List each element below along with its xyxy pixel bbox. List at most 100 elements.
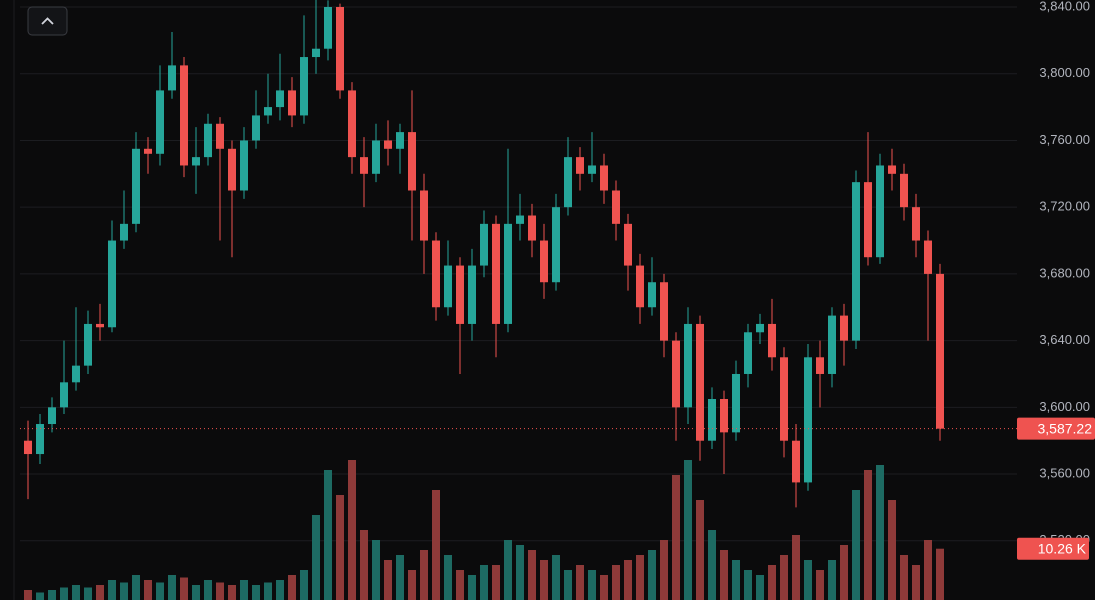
candle-body xyxy=(168,65,176,91)
volume-bar xyxy=(864,470,872,600)
candle-body xyxy=(144,148,152,154)
candle-body xyxy=(540,240,548,283)
volume-bar xyxy=(300,570,308,600)
volume-bar xyxy=(900,555,908,600)
volume-bar xyxy=(888,500,896,600)
volume-bar xyxy=(732,560,740,600)
volume-bar xyxy=(600,575,608,600)
volume-bar xyxy=(624,560,632,600)
candle-body xyxy=(876,165,884,258)
candle-body xyxy=(708,398,716,441)
candle-body xyxy=(840,315,848,341)
candle-body xyxy=(312,48,320,58)
volume-bar xyxy=(420,550,428,600)
volume-bar xyxy=(336,495,344,600)
candle-body xyxy=(600,165,608,191)
candle-body xyxy=(780,357,788,441)
candle-body xyxy=(48,407,56,425)
candle-body xyxy=(552,207,560,283)
y-tick-label: 3,840.00 xyxy=(1039,0,1090,13)
volume-bar xyxy=(672,475,680,600)
candle-body xyxy=(348,90,356,158)
volume-bar xyxy=(816,570,824,600)
volume-bar xyxy=(792,535,800,600)
y-tick-label: 3,760.00 xyxy=(1039,132,1090,147)
volume-bar xyxy=(240,580,248,600)
candle-body xyxy=(324,7,332,49)
candle-body xyxy=(636,265,644,308)
volume-bar xyxy=(492,565,500,600)
volume-bar xyxy=(540,560,548,600)
candle-body xyxy=(588,165,596,174)
candle-body xyxy=(252,115,260,141)
candle-body xyxy=(852,182,860,341)
button-frame[interactable] xyxy=(27,6,68,36)
candle-body xyxy=(216,123,224,149)
candle-body xyxy=(420,190,428,241)
candle-body xyxy=(804,357,812,483)
volume-bar xyxy=(936,548,944,600)
volume-bar xyxy=(780,555,788,600)
volume-bar xyxy=(60,587,68,600)
volume-bar xyxy=(168,575,176,600)
collapse-button[interactable] xyxy=(27,6,68,36)
volume-bar xyxy=(444,555,452,600)
volume-bar xyxy=(156,582,164,600)
volume-bar xyxy=(636,555,644,600)
candle-body xyxy=(384,140,392,149)
y-tick-label: 3,560.00 xyxy=(1039,465,1090,480)
candle-body xyxy=(564,157,572,208)
candle-body xyxy=(480,223,488,266)
volume-bar xyxy=(84,587,92,600)
volume-bar xyxy=(852,490,860,600)
volume-bar xyxy=(144,580,152,600)
candle-body xyxy=(756,323,764,333)
volume-bar xyxy=(432,490,440,600)
candle-body xyxy=(516,215,524,224)
volume-bar xyxy=(276,580,284,600)
candle-body xyxy=(300,57,308,116)
volume-bar xyxy=(720,550,728,600)
volume-bar xyxy=(804,560,812,600)
candle-body xyxy=(360,157,368,174)
volume-bar xyxy=(564,570,572,600)
last-volume-badge xyxy=(1017,537,1089,560)
volume-bar xyxy=(552,555,560,600)
volume-bar xyxy=(348,460,356,600)
candle-body xyxy=(60,382,68,408)
candle-body xyxy=(936,273,944,429)
volume-bar xyxy=(396,555,404,600)
candle-body xyxy=(120,223,128,241)
volume-bar xyxy=(516,545,524,600)
volume-bar xyxy=(408,570,416,600)
volume-bar xyxy=(576,565,584,600)
volume-bar xyxy=(648,550,656,600)
volume-bar xyxy=(744,570,752,600)
y-tick-label: 3,600.00 xyxy=(1039,399,1090,414)
volume-bar xyxy=(312,515,320,600)
candle-body xyxy=(504,223,512,324)
volume-bar xyxy=(48,590,56,600)
candle-body xyxy=(36,424,44,455)
candle-body xyxy=(720,398,728,433)
chevron-up-icon[interactable] xyxy=(41,17,54,25)
candle-body xyxy=(192,157,200,166)
candle-body xyxy=(108,240,116,328)
candle-body xyxy=(624,223,632,266)
candle-body xyxy=(96,323,104,328)
y-tick-label: 3,680.00 xyxy=(1039,265,1090,280)
volume-bar xyxy=(924,540,932,600)
volume-bar xyxy=(36,592,44,600)
candle-body xyxy=(792,440,800,483)
volume-bar xyxy=(360,530,368,600)
candle-body xyxy=(744,332,752,374)
volume-bar xyxy=(228,585,236,600)
candle-body xyxy=(396,132,404,149)
volume-pane xyxy=(24,460,944,600)
candle-body xyxy=(240,140,248,191)
candle-body xyxy=(732,373,740,433)
volume-bar xyxy=(108,580,116,600)
volume-bar xyxy=(528,550,536,600)
y-tick-label: 3,800.00 xyxy=(1039,65,1090,80)
